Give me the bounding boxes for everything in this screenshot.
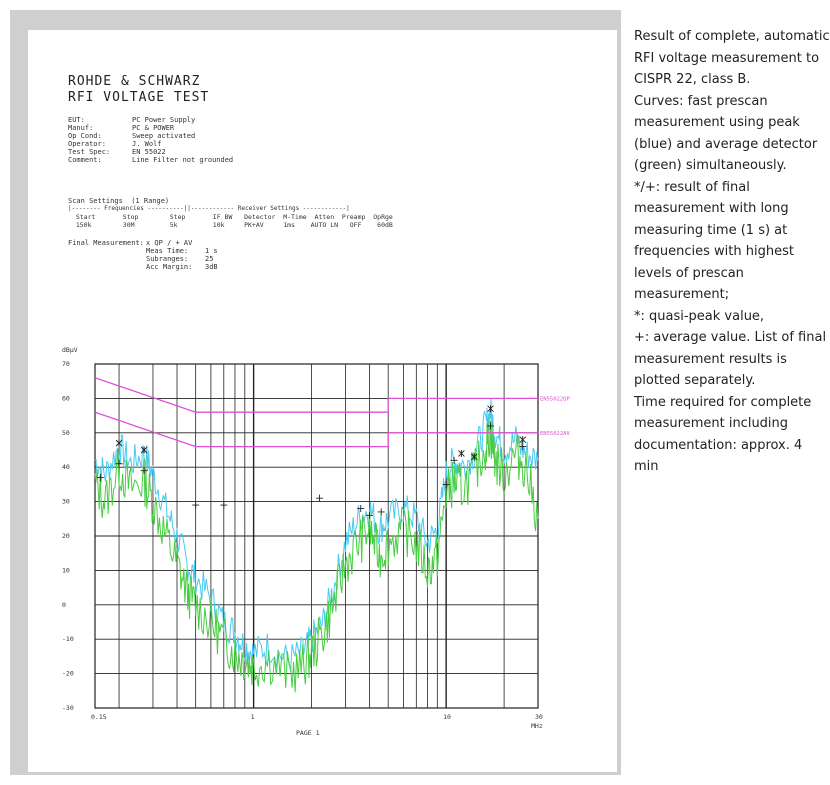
caption-paragraph: */+: result of final measurement with lo… — [634, 179, 794, 303]
y-tick-label: 10 — [62, 566, 70, 574]
report-field-value: PC Power Supply — [132, 116, 196, 124]
y-tick-label: 0 — [62, 601, 66, 609]
scan-settings-columns: Start Stop Step IF BW Detector M-Time At… — [68, 213, 393, 221]
report-field-row: Op Cond: Sweep activated — [68, 132, 233, 140]
report-field-row: Manuf: PC & POWER — [68, 124, 233, 132]
final-av-marker — [377, 508, 385, 516]
y-tick-label: 40 — [62, 463, 70, 471]
caption-paragraph: *: quasi-peak value, — [634, 308, 765, 324]
report-field-row: Test Spec: EN 55022 — [68, 148, 233, 156]
caption-paragraph: Time required for complete measurement i… — [634, 394, 812, 475]
figure-caption: Result of complete, automatic RFI voltag… — [634, 26, 830, 478]
final-av-marker — [192, 501, 200, 509]
final-qp-marker — [458, 449, 465, 457]
final-av-marker — [366, 511, 374, 519]
final-av-marker — [450, 456, 458, 464]
limit-label: EN55022QP — [540, 396, 570, 402]
y-tick-label: 50 — [62, 429, 70, 437]
report-field-label: Operator: — [68, 140, 106, 148]
report-field-label: Op Cond: — [68, 132, 102, 140]
y-tick-label: 30 — [62, 498, 70, 506]
scan-settings-values: 150k 30M 5k 10k PK+AV 1ms AUTO LN OFF 60… — [68, 221, 393, 229]
report-fields: EUT: PC Power Supply Manuf: PC & POWER Op Co… — [68, 116, 233, 164]
report-field-value: PC & POWER — [132, 124, 175, 132]
scan-settings-heading: Scan Settings (1 Range) — [68, 197, 170, 205]
y-tick-label: 20 — [62, 532, 70, 540]
final-av-marker — [96, 474, 104, 482]
final-av-marker — [115, 460, 123, 468]
report-field-label: EUT: — [68, 116, 85, 124]
report-sheet: ROHDE & SCHWARZ RFI VOLTAGE TEST EUT: PC … — [28, 30, 617, 772]
final-av-marker — [316, 494, 324, 502]
final-qp-marker — [519, 436, 527, 444]
y-tick-label: -20 — [62, 670, 74, 678]
report-field-value: Sweep activated — [132, 132, 196, 140]
caption-paragraph: Result of complete, automatic RFI voltag… — [634, 29, 830, 87]
peak-trace — [94, 398, 539, 672]
x-tick-label: 1 — [251, 713, 255, 721]
x-tick-label: 0.15 — [91, 713, 107, 721]
final-av-marker — [519, 443, 527, 451]
report-field-row: Operator: J. Wolf — [68, 140, 233, 148]
scan-settings-divider: |-------- Frequencies ----------||------… — [68, 205, 350, 212]
final-av-marker — [140, 467, 148, 475]
average-trace — [94, 420, 539, 693]
caption-paragraph: Curves: fast prescan measurement using p… — [634, 93, 818, 174]
x-tick-label: 10 — [443, 713, 451, 721]
final-av-marker — [220, 501, 228, 509]
final-qp-marker — [470, 453, 478, 461]
report-field-value: EN 55022 — [132, 148, 166, 156]
report-title: RFI VOLTAGE TEST — [68, 90, 210, 105]
final-qp-marker — [115, 439, 123, 447]
x-unit-label: MHz — [531, 722, 543, 730]
final-measurement-label: Final Measurement: — [68, 239, 144, 247]
report-field-label: Comment: — [68, 156, 102, 164]
y-tick-label: -10 — [62, 635, 74, 643]
report-field-row: EUT: PC Power Supply — [68, 116, 233, 124]
report-company: ROHDE & SCHWARZ — [68, 74, 201, 89]
y-tick-label: 60 — [62, 394, 70, 402]
final-av-marker — [442, 480, 450, 488]
final-av-marker — [357, 504, 365, 512]
y-axis-label: dBµV — [62, 346, 78, 354]
y-tick-label: 70 — [62, 360, 70, 368]
y-tick-label: -30 — [62, 704, 74, 712]
report-field-label: Manuf: — [68, 124, 94, 132]
final-qp-marker — [487, 405, 494, 413]
report-field-value: Line Filter not grounded — [132, 156, 234, 164]
final-measurement-values: x QP / + AV Meas Time: 1 s Subranges: 25… — [146, 239, 218, 271]
report-field-row: Comment: Line Filter not grounded — [68, 156, 233, 164]
caption-paragraph: +: average value. List of final measurem… — [634, 330, 827, 388]
report-field-value: J. Wolf — [132, 140, 162, 148]
page-label: PAGE 1 — [296, 729, 320, 737]
final-av-marker — [487, 422, 495, 430]
report-field-label: Test Spec: — [68, 148, 111, 156]
final-qp-marker — [140, 446, 148, 454]
limit-line — [94, 411, 538, 448]
limit-label: EN55022AV — [540, 431, 570, 437]
plot-border — [94, 363, 539, 709]
x-tick-label: 30 — [535, 713, 543, 721]
limit-line — [94, 377, 538, 413]
